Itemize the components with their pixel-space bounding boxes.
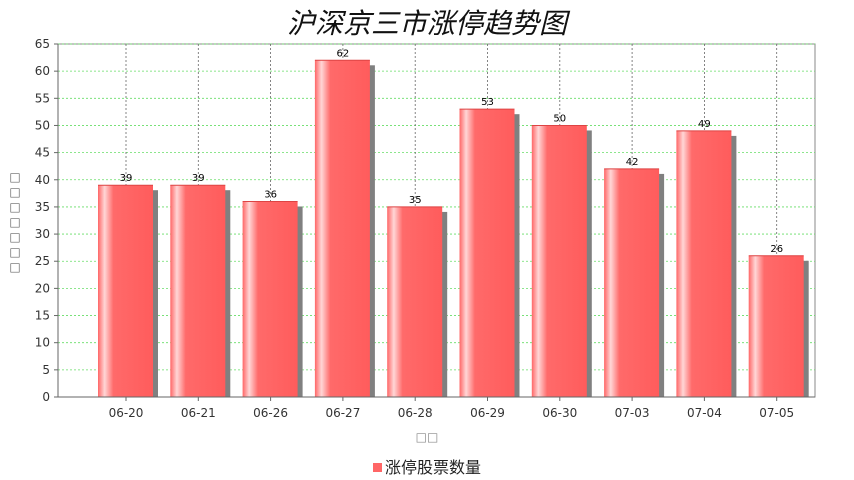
data-label: 53 <box>481 97 494 108</box>
x-tick-label: 06-29 <box>470 406 505 420</box>
y-tick-label: 45 <box>35 146 50 160</box>
legend: 涨停股票数量 <box>0 454 854 478</box>
data-label: 39 <box>120 173 133 184</box>
bar <box>170 185 226 397</box>
bar <box>604 168 660 397</box>
data-label: 49 <box>698 119 711 130</box>
data-label: 35 <box>409 195 422 206</box>
y-tick-label: 40 <box>35 173 50 187</box>
y-tick-label: 10 <box>35 336 50 350</box>
bar <box>531 125 587 397</box>
bar <box>459 109 515 398</box>
legend-swatch <box>372 463 382 472</box>
x-axis-label: □□ <box>415 430 439 444</box>
y-tick-label: 50 <box>35 118 50 132</box>
chart-title: 沪深京三市涨停趋势图 <box>286 7 567 40</box>
bar <box>98 185 153 397</box>
data-label: 42 <box>626 157 639 168</box>
bar <box>314 60 370 398</box>
x-tick-label: 06-21 <box>181 406 216 420</box>
y-tick-label: 35 <box>35 200 50 214</box>
x-tick-label: 07-05 <box>759 406 794 420</box>
y-tick-label: 60 <box>35 64 50 78</box>
y-axis-label: □□□□□□□ <box>9 170 21 274</box>
data-label: 36 <box>264 189 277 200</box>
data-label: 26 <box>770 244 783 255</box>
y-tick-label: 20 <box>35 281 50 295</box>
x-tick-label: 06-26 <box>253 406 288 420</box>
data-label: 50 <box>553 113 566 124</box>
y-tick-label: 5 <box>42 363 50 377</box>
bar <box>242 201 298 397</box>
x-tick-label: 06-20 <box>109 406 144 420</box>
bar <box>387 206 443 397</box>
data-label: 39 <box>192 173 205 184</box>
bar <box>676 130 732 397</box>
y-tick-label: 30 <box>35 227 50 241</box>
x-tick-label: 06-28 <box>398 406 433 420</box>
y-tick-label: 15 <box>35 309 50 323</box>
x-tick-label: 07-03 <box>615 406 650 420</box>
x-tick-label: 07-04 <box>687 406 722 420</box>
data-label: 62 <box>337 48 350 59</box>
y-tick-label: 0 <box>42 390 50 404</box>
y-tick-label: 25 <box>35 254 50 268</box>
x-tick-label: 06-27 <box>325 406 360 420</box>
legend-label: 涨停股票数量 <box>384 458 481 477</box>
y-tick-label: 55 <box>35 91 50 105</box>
bar <box>748 255 804 397</box>
y-tick-label: 65 <box>35 37 50 51</box>
x-tick-label: 06-30 <box>542 406 577 420</box>
